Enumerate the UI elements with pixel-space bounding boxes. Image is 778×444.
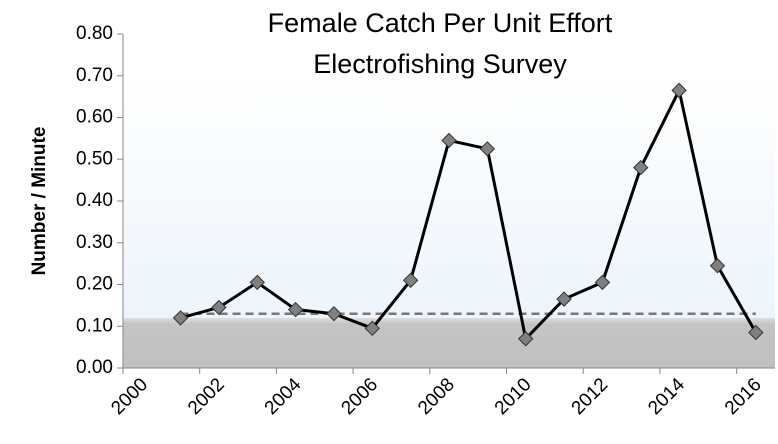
y-tick-label: 0.50 [76,148,113,169]
x-tick-label: 2000 [107,374,152,419]
y-tick-label: 0.30 [76,232,113,253]
x-tick-label: 2014 [644,374,689,419]
marker [172,310,189,326]
x-tick-label: 2002 [184,374,229,419]
x-tick-label: 2012 [568,374,613,419]
marker [326,306,342,322]
x-tick-label: 2008 [414,374,459,419]
x-tick-label: 2004 [261,374,306,419]
chart-title: Electrofishing Survey [313,49,567,79]
series-line [180,88,758,341]
marker [249,274,265,291]
marker [364,320,381,337]
y-tick-label: 0.40 [76,190,113,211]
marker [748,324,764,341]
plot-area [123,74,775,368]
marker [709,258,726,274]
x-tick-label: 2016 [721,374,766,419]
y-tick-label: 0.00 [76,357,113,378]
marker [441,132,457,149]
y-axis-label: Number / Minute [29,127,50,276]
marker [671,82,687,99]
marker [556,291,572,307]
x-tick-label: 2006 [337,374,382,419]
x-tick-label: 2010 [491,374,536,419]
marker [211,299,227,316]
chart-title: Female Catch Per Unit Effort [268,8,613,38]
y-tick-label: 0.60 [76,107,113,128]
marker [479,141,496,157]
y-tick-label: 0.70 [76,65,113,86]
band [123,317,775,368]
marker [517,331,534,347]
y-tick-label: 0.80 [76,23,113,44]
y-tick-label: 0.20 [76,274,113,295]
marker [633,159,649,176]
marker [287,301,304,318]
y-tick-label: 0.10 [76,315,113,336]
marker [402,272,419,289]
marker [594,274,611,291]
